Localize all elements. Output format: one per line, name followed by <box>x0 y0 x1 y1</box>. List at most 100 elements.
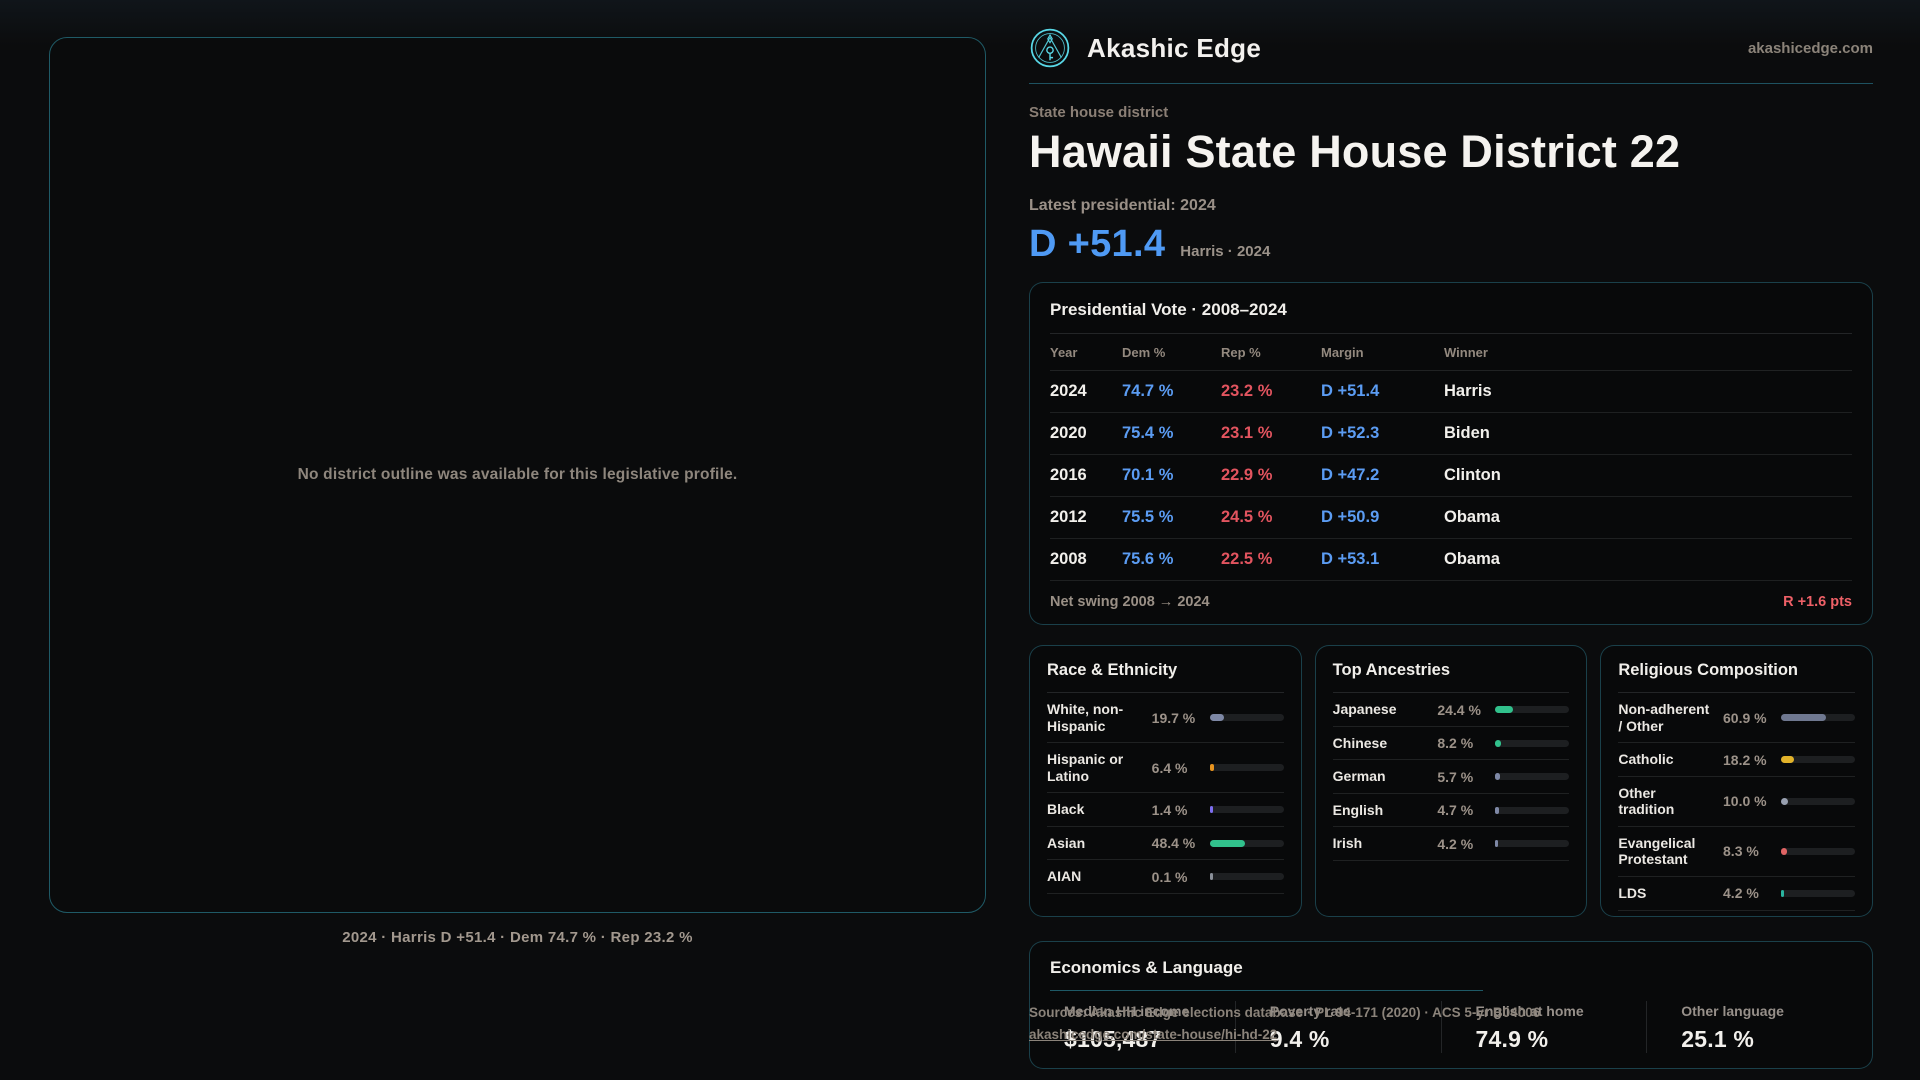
vote-cell-margin: D +51.4 <box>1321 382 1380 401</box>
vote-cell-margin: D +53.1 <box>1321 550 1380 569</box>
demographic-value: 6.4 % <box>1151 759 1188 776</box>
demographic-bar-track <box>1209 839 1284 847</box>
demographic-value: 4.7 % <box>1437 802 1474 819</box>
vote-table-row: 2024 74.7 % 23.2 % D +51.4 Harris <box>1050 371 1852 414</box>
demographic-row: Chinese 8.2 % <box>1332 727 1570 761</box>
demographic-row: White, non-Hispanic 19.7 % <box>1047 693 1284 744</box>
demographic-row: Other tradition 10.0 % <box>1618 777 1856 827</box>
vote-cell-winner: Biden <box>1444 424 1490 443</box>
demographic-bar-fill <box>1781 847 1788 855</box>
brand-name: Akashic Edge <box>1087 32 1262 63</box>
demographic-label: German <box>1332 768 1386 785</box>
vote-cell-winner: Clinton <box>1444 466 1501 485</box>
demographic-row: Non-adherent / Other 60.9 % <box>1618 693 1856 744</box>
demographic-label: Asian <box>1047 834 1086 851</box>
demographic-bar-track <box>1209 764 1284 772</box>
map-caption: 2024 · Harris D +51.4 · Dem 74.7 % · Rep… <box>342 929 693 946</box>
vote-cell-year: 2012 <box>1050 508 1087 527</box>
demographic-bar-fill <box>1209 806 1213 814</box>
vote-cell-winner: Obama <box>1444 550 1500 569</box>
economics-stat-value: 74.9 % <box>1475 1026 1549 1053</box>
vote-cell-rep: 22.5 % <box>1221 550 1273 569</box>
demographic-label: Evangelical Protestant <box>1618 834 1696 868</box>
demographic-card: Top Ancestries Japanese 24.4 % Chinese 8.2 %… <box>1314 645 1588 918</box>
sources-permalink[interactable]: akashicedge.com/state-house/hi-hd-22 <box>1029 1027 1278 1042</box>
economics-stat-label: Median HH income <box>1064 1003 1190 1020</box>
demographic-bar-track <box>1209 714 1284 722</box>
page-header: Akashic Edge akashicedge.com <box>1029 26 1873 70</box>
demographic-bar-track <box>1781 714 1856 722</box>
demographic-bar-fill <box>1781 714 1827 722</box>
vote-cell-winner: Obama <box>1444 508 1500 527</box>
vote-cell-year: 2008 <box>1050 550 1087 569</box>
demographic-bar-fill <box>1781 756 1795 764</box>
vote-cell-year: 2020 <box>1050 424 1087 443</box>
vote-table-row: 2008 75.6 % 22.5 % D +53.1 Obama <box>1050 539 1852 582</box>
demographic-row: LDS 4.2 % <box>1618 877 1856 911</box>
vote-col-header-2: Rep % <box>1221 344 1261 360</box>
demographic-bar-fill <box>1495 806 1499 814</box>
economics-stat: English at home 74.9 % <box>1440 1001 1647 1054</box>
demographic-row: German 5.7 % <box>1332 760 1570 794</box>
demographic-value: 10.0 % <box>1723 793 1767 810</box>
vote-table-row: 2016 70.1 % 22.9 % D +47.2 Clinton <box>1050 455 1852 498</box>
demographic-card-divider <box>1618 692 1856 694</box>
vote-cell-margin: D +47.2 <box>1321 466 1380 485</box>
economics-stat: Median HH income $105,487 <box>1050 1001 1235 1053</box>
brand-logo-icon <box>1029 27 1071 69</box>
demographic-bar-fill <box>1781 889 1785 897</box>
vote-col-header-3: Margin <box>1321 344 1364 360</box>
vote-cell-margin: D +50.9 <box>1321 508 1380 527</box>
latest-presidential-label: Latest presidential: 2024 <box>1029 197 1216 215</box>
demographic-bar-track <box>1781 797 1856 805</box>
demographic-row: English 4.7 % <box>1332 794 1570 828</box>
vote-table-row: 2012 75.5 % 24.5 % D +50.9 Obama <box>1050 497 1852 540</box>
sources-line: Sources: Akashic Edge elections database… <box>1029 1005 1541 1020</box>
economics-stats: Median HH income $105,487 Poverty rate 9.4 … <box>1050 1001 1852 1054</box>
demographic-value: 4.2 % <box>1437 835 1474 852</box>
demographic-row: Black 1.4 % <box>1047 793 1284 827</box>
demographic-bar-track <box>1495 806 1570 814</box>
headline-margin-value: D +51.4 <box>1029 223 1166 266</box>
demographic-card-title: Religious Composition <box>1618 661 1799 680</box>
demographic-bar-track <box>1495 706 1570 714</box>
district-type-kicker: State house district <box>1029 104 1169 121</box>
net-swing-value: R +1.6 pts <box>1783 594 1852 611</box>
demographic-bar-fill <box>1495 706 1514 714</box>
brand-domain-link[interactable]: akashicedge.com <box>1747 39 1873 57</box>
demographic-row: Asian 48.4 % <box>1047 827 1284 861</box>
economics-stat-value: $105,487 <box>1064 1026 1162 1053</box>
vote-card-divider <box>1050 333 1852 335</box>
demographic-bar-track <box>1781 847 1856 855</box>
demographic-row: Irish 4.2 % <box>1332 827 1570 861</box>
vote-table-row: 2020 75.4 % 23.1 % D +52.3 Biden <box>1050 413 1852 456</box>
demographic-card-divider <box>1332 692 1570 694</box>
vote-cell-dem: 75.5 % <box>1122 508 1174 527</box>
demographic-value: 19.7 % <box>1151 709 1196 726</box>
vote-cell-dem: 75.4 % <box>1122 424 1174 443</box>
demographic-bar-fill <box>1209 764 1215 772</box>
vote-cell-dem: 74.7 % <box>1122 382 1174 401</box>
demographic-bar-track <box>1495 773 1570 781</box>
demographic-row: AIAN 0.1 % <box>1047 860 1284 894</box>
vote-col-header-4: Winner <box>1444 344 1488 360</box>
demographic-value: 18.2 % <box>1723 751 1767 768</box>
vote-table-footer: Net swing 2008 → 2024 R +1.6 pts <box>1050 581 1852 610</box>
demographic-card: Race & Ethnicity White, non-Hispanic 19.7 … <box>1029 645 1302 918</box>
demographic-bar-track <box>1781 756 1856 764</box>
demographic-bar-fill <box>1209 714 1225 722</box>
demographic-label: Japanese <box>1332 701 1397 718</box>
demographic-value: 8.3 % <box>1723 843 1759 860</box>
economics-stat-value: 25.1 % <box>1681 1026 1755 1053</box>
header-divider <box>1029 83 1873 84</box>
demographic-label: AIAN <box>1047 868 1082 885</box>
economics-stat: Poverty rate 9.4 % <box>1234 1001 1441 1054</box>
vote-cell-winner: Harris <box>1444 382 1492 401</box>
economics-stat-value: 9.4 % <box>1269 1026 1330 1053</box>
demographic-bar-track <box>1495 739 1570 747</box>
profile-content: Akashic Edge akashicedge.com State house… <box>1029 26 1874 1070</box>
vote-cell-rep: 23.2 % <box>1221 382 1273 401</box>
vote-cell-margin: D +52.3 <box>1321 424 1380 443</box>
vote-card-title: Presidential Vote · 2008–2024 <box>1050 300 1287 320</box>
vote-col-header-1: Dem % <box>1122 344 1166 360</box>
